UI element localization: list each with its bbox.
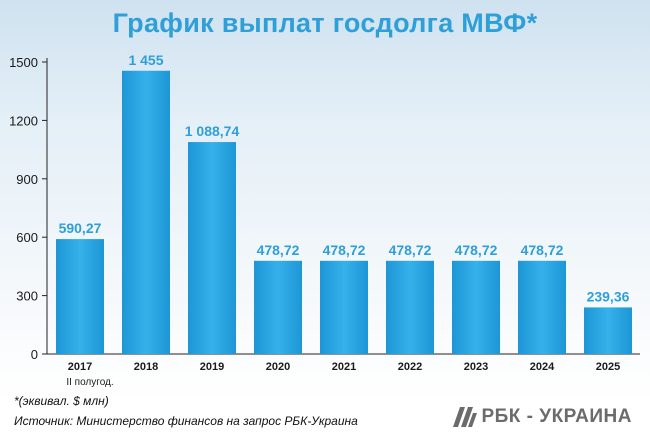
- chart-title: График выплат госдолга МВФ*: [112, 8, 538, 38]
- data-label: 590,27: [59, 220, 102, 236]
- x-tick-label: 2025: [596, 361, 620, 373]
- data-label: 1 455: [128, 52, 163, 68]
- x-tick-label: 2020: [266, 361, 290, 373]
- data-label: 478,72: [455, 242, 498, 258]
- data-label: 478,72: [323, 242, 366, 258]
- x-tick-label: 2022: [398, 361, 422, 373]
- data-label: 478,72: [257, 242, 300, 258]
- rbc-logo-icon: [453, 407, 478, 427]
- x-tick-label: 2021: [332, 361, 356, 373]
- bar: [254, 260, 302, 354]
- bar: [188, 142, 236, 354]
- data-label: 1 088,74: [185, 123, 240, 139]
- y-tick-label: 1200: [9, 113, 38, 128]
- bar: [584, 307, 632, 354]
- bar: [452, 260, 500, 354]
- x-tick-label: 2023: [464, 361, 488, 373]
- brand-name: РБК - УКРАИНА: [481, 406, 632, 427]
- y-tick-label: 300: [16, 289, 38, 304]
- x-tick-label: 2018: [134, 361, 158, 373]
- bar: [320, 260, 368, 354]
- data-label: 478,72: [521, 242, 564, 258]
- y-tick-label: 1500: [9, 55, 38, 70]
- bar: [56, 239, 104, 354]
- data-label: 239,36: [587, 288, 630, 304]
- bar: [386, 260, 434, 354]
- x-tick-label: 2019: [200, 361, 224, 373]
- x-tick-label: 2024: [530, 361, 555, 373]
- footnote: *(эквивал. $ млн): [14, 394, 109, 408]
- brand-logo: РБК - УКРАИНА: [453, 406, 632, 428]
- y-tick-label: 900: [16, 172, 38, 187]
- x-tick-sublabel: II полугод.: [66, 377, 113, 388]
- y-tick-label: 0: [31, 347, 38, 362]
- source-note: Источник: Министерство финансов на запро…: [14, 414, 358, 428]
- data-label: 478,72: [389, 242, 432, 258]
- bar: [518, 260, 566, 354]
- y-tick-label: 600: [16, 230, 38, 245]
- x-tick-label: 2017: [68, 361, 92, 373]
- bar: [122, 70, 170, 354]
